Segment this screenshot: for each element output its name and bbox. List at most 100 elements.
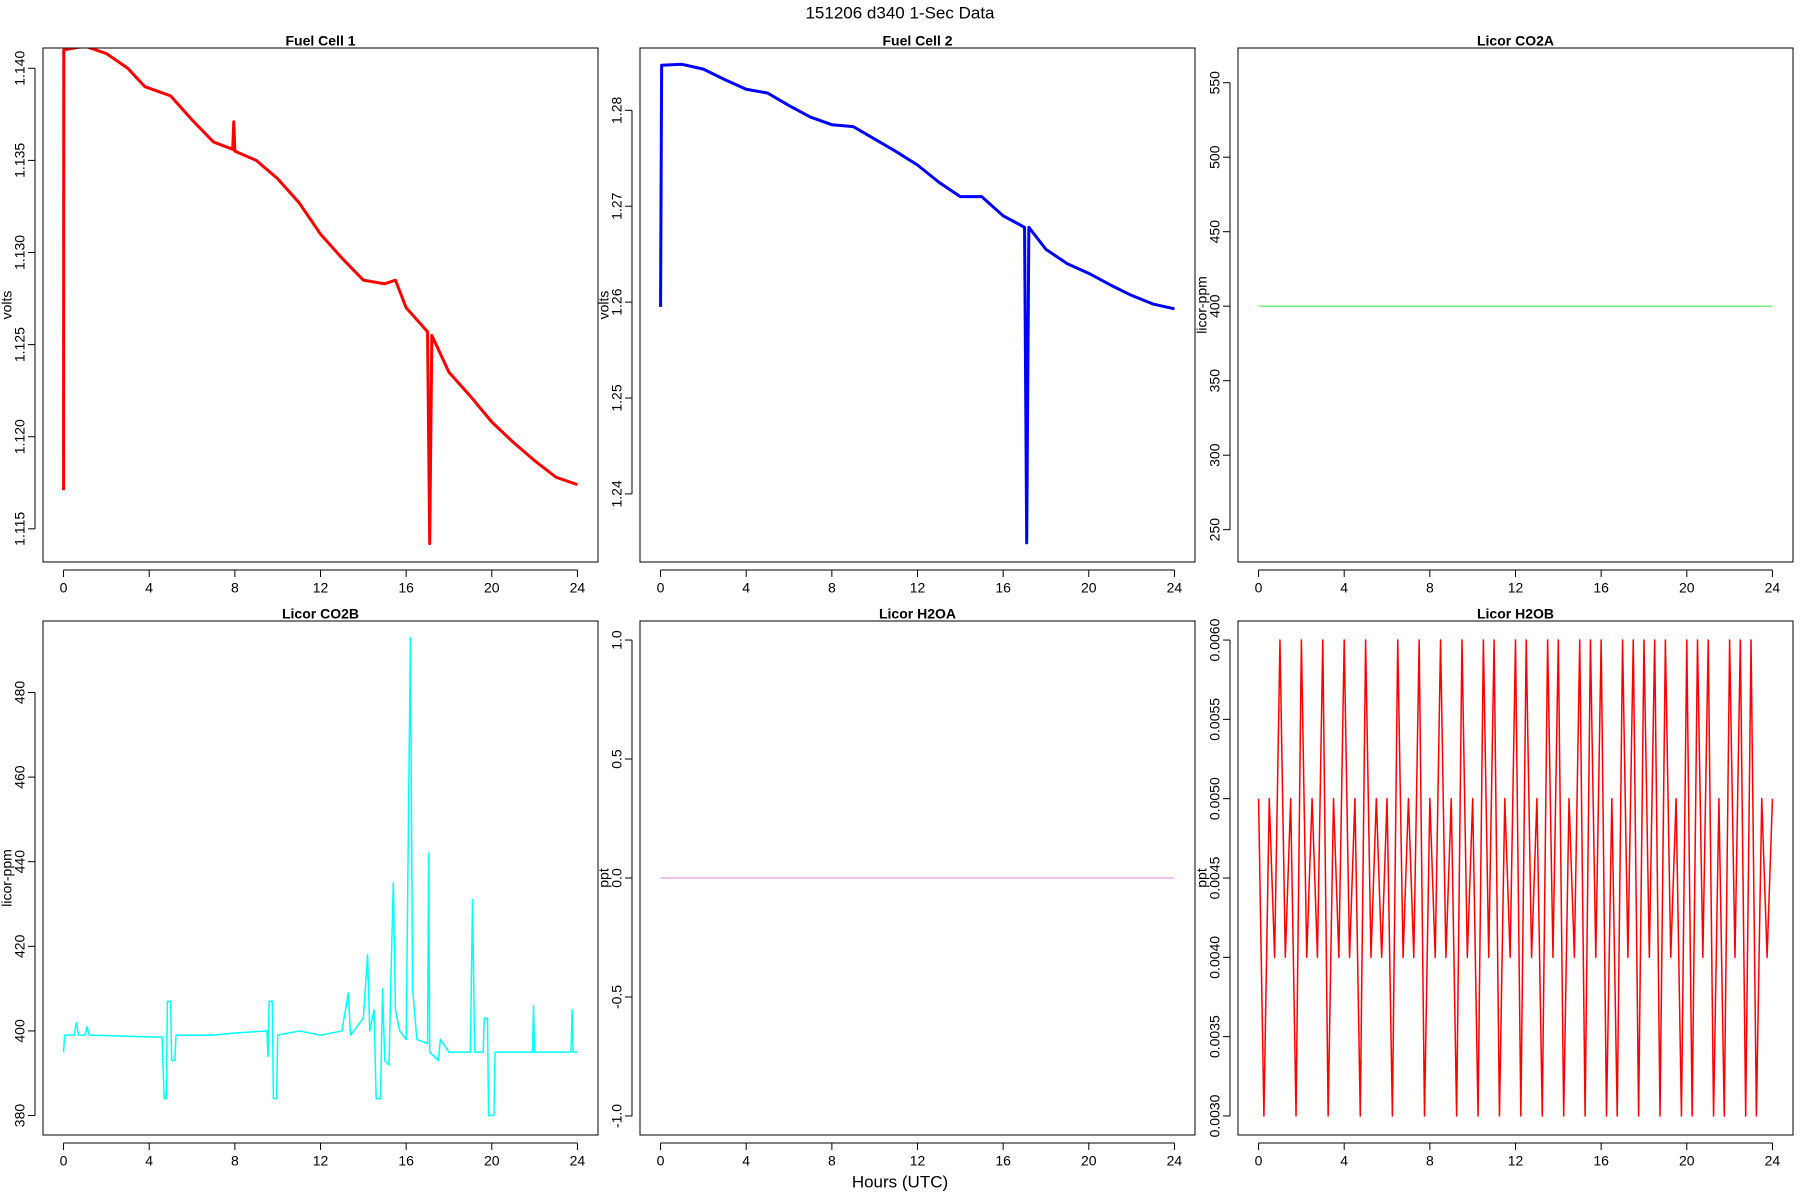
data-line bbox=[659, 62, 1175, 545]
x-tick-label: 4 bbox=[145, 1153, 153, 1169]
panel-title: Licor CO2A bbox=[1477, 33, 1554, 49]
y-tick-label: 300 bbox=[1207, 443, 1223, 467]
y-tick-label: 400 bbox=[1207, 294, 1223, 318]
y-axis-label: licor-ppm bbox=[1194, 276, 1210, 334]
x-tick-label: 4 bbox=[1340, 1153, 1348, 1169]
x-tick-label: 8 bbox=[231, 580, 239, 596]
x-tick-label: 4 bbox=[1340, 580, 1348, 596]
y-tick-label: 0.0030 bbox=[1207, 1094, 1223, 1137]
y-tick-label: 1.115 bbox=[12, 512, 28, 546]
y-tick-label: 1.27 bbox=[609, 192, 625, 219]
x-tick-label: 16 bbox=[398, 580, 414, 596]
y-tick-label: 1.25 bbox=[609, 384, 625, 411]
x-tick-label: 12 bbox=[910, 580, 926, 596]
y-tick-label: 1.125 bbox=[12, 327, 28, 362]
panel: Licor H2OA ppt 0 4 8 12 16 20 24 -1.0 -0.5 0.0 0.5 1.… bbox=[596, 606, 1196, 1169]
y-tick-label: 1.135 bbox=[12, 143, 28, 178]
y-tick-label: 380 bbox=[12, 1104, 28, 1128]
panel-title: Licor CO2B bbox=[282, 606, 359, 622]
y-tick-label: 420 bbox=[12, 934, 28, 958]
y-tick-label: 400 bbox=[12, 1019, 28, 1043]
panel: Licor CO2A licor-ppm 0 4 8 12 16 20 24 250 300 350 4… bbox=[1194, 33, 1794, 596]
x-tick-label: 12 bbox=[1508, 580, 1524, 596]
y-axis-label: volts bbox=[596, 291, 612, 320]
x-tick-label: 8 bbox=[828, 580, 836, 596]
panel-title: Licor H2OA bbox=[879, 606, 956, 622]
plot-area bbox=[659, 62, 1175, 545]
plot-frame bbox=[639, 620, 1196, 1136]
figure-title: 151206 d340 1-Sec Data bbox=[805, 3, 995, 22]
panel-title: Fuel Cell 1 bbox=[285, 33, 355, 49]
y-tick-label: 480 bbox=[12, 681, 28, 705]
x-tick-label: 12 bbox=[1508, 1153, 1524, 1169]
x-tick-label: 8 bbox=[828, 1153, 836, 1169]
x-tick-label: 0 bbox=[1255, 1153, 1263, 1169]
y-tick-label: 440 bbox=[12, 850, 28, 874]
plot-frame bbox=[1237, 620, 1794, 1136]
x-tick-label: 0 bbox=[1255, 580, 1263, 596]
y-tick-label: 0.0060 bbox=[1207, 618, 1223, 661]
data-line bbox=[1257, 639, 1774, 1117]
y-tick-label: 550 bbox=[1207, 71, 1223, 95]
panel-title: Fuel Cell 2 bbox=[882, 33, 952, 49]
x-tick-label: 16 bbox=[995, 1153, 1011, 1169]
y-axis-label: volts bbox=[0, 291, 15, 320]
y-tick-label: 0.0 bbox=[609, 868, 625, 888]
plot-area bbox=[62, 48, 578, 546]
panel: Licor CO2B licor-ppm 0 4 8 12 16 20 24 380 400 420 4… bbox=[0, 606, 599, 1169]
y-tick-label: 1.120 bbox=[12, 419, 28, 454]
panel: Fuel Cell 1 volts 0 4 8 12 16 20 24 1.115 1.120 1.1… bbox=[0, 33, 599, 596]
x-tick-label: 8 bbox=[1426, 1153, 1434, 1169]
y-tick-label: 1.28 bbox=[609, 96, 625, 123]
x-tick-label: 24 bbox=[1167, 580, 1183, 596]
x-axis-label: Hours (UTC) bbox=[852, 1172, 948, 1191]
y-axis-label: ppt bbox=[1194, 868, 1210, 888]
plot-frame bbox=[42, 620, 599, 1136]
panel: Licor H2OB ppt 0 4 8 12 16 20 24 0.0030 0.0035 0.00… bbox=[1194, 606, 1794, 1169]
x-tick-label: 8 bbox=[1426, 580, 1434, 596]
x-tick-label: 0 bbox=[60, 580, 68, 596]
x-tick-label: 24 bbox=[1765, 1153, 1781, 1169]
x-tick-label: 16 bbox=[1593, 580, 1609, 596]
data-line bbox=[62, 48, 578, 546]
x-tick-label: 0 bbox=[60, 1153, 68, 1169]
x-tick-label: 20 bbox=[484, 1153, 500, 1169]
y-tick-label: 0.0050 bbox=[1207, 777, 1223, 820]
y-tick-label: 0.0055 bbox=[1207, 698, 1223, 741]
y-axis-label: licor-ppm bbox=[0, 849, 15, 907]
y-tick-label: 0.0035 bbox=[1207, 1015, 1223, 1058]
x-tick-label: 20 bbox=[1081, 580, 1097, 596]
plot-frame bbox=[42, 47, 599, 563]
plot-frame bbox=[639, 47, 1196, 563]
x-tick-label: 16 bbox=[995, 580, 1011, 596]
y-tick-label: 0.5 bbox=[609, 749, 625, 769]
y-tick-label: -1.0 bbox=[609, 1104, 625, 1128]
plot-area bbox=[1257, 639, 1774, 1117]
x-tick-label: 24 bbox=[570, 1153, 586, 1169]
y-tick-label: 1.24 bbox=[609, 480, 625, 507]
x-tick-label: 8 bbox=[231, 1153, 239, 1169]
y-tick-label: 1.130 bbox=[12, 235, 28, 270]
x-tick-label: 12 bbox=[313, 580, 329, 596]
plot-area bbox=[62, 636, 578, 1117]
x-tick-label: 20 bbox=[1081, 1153, 1097, 1169]
x-tick-label: 20 bbox=[484, 580, 500, 596]
x-tick-label: 16 bbox=[1593, 1153, 1609, 1169]
x-tick-label: 20 bbox=[1679, 1153, 1695, 1169]
y-tick-label: 450 bbox=[1207, 220, 1223, 244]
x-tick-label: 0 bbox=[657, 580, 665, 596]
x-tick-label: 20 bbox=[1679, 580, 1695, 596]
panel: Fuel Cell 2 volts 0 4 8 12 16 20 24 1.24 1.25 1.26 1… bbox=[596, 33, 1196, 596]
y-tick-label: 460 bbox=[12, 765, 28, 789]
y-tick-label: -0.5 bbox=[609, 985, 625, 1009]
y-tick-label: 0.0040 bbox=[1207, 936, 1223, 979]
x-tick-label: 24 bbox=[1765, 580, 1781, 596]
y-tick-label: 250 bbox=[1207, 518, 1223, 542]
x-tick-label: 24 bbox=[1167, 1153, 1183, 1169]
x-tick-label: 4 bbox=[742, 580, 750, 596]
y-tick-label: 1.26 bbox=[609, 288, 625, 315]
x-tick-label: 16 bbox=[398, 1153, 414, 1169]
x-tick-label: 0 bbox=[657, 1153, 665, 1169]
x-tick-label: 12 bbox=[910, 1153, 926, 1169]
